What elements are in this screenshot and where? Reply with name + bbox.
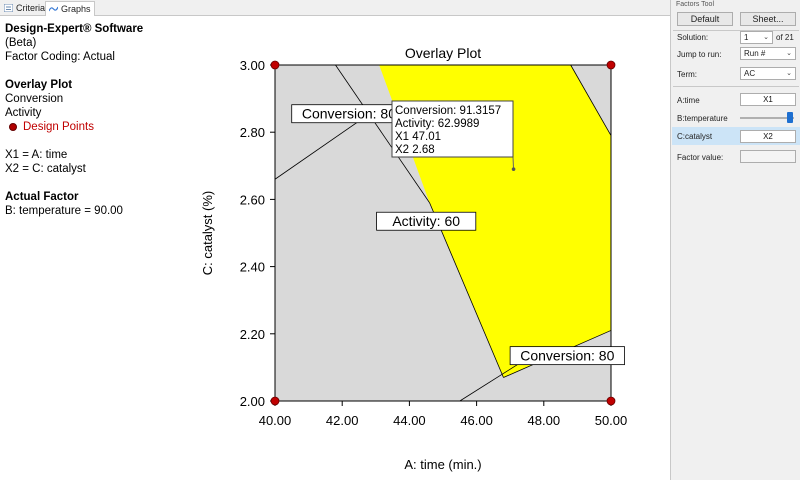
factor-value-label: Factor value: [677,153,724,162]
y-tick-label: 2.60 [240,192,265,207]
temperature-slider-thumb[interactable] [787,112,793,123]
contour-label: Conversion: 80 [302,106,396,122]
graph-info: Design-Expert® Software (Beta) Factor Co… [5,22,195,218]
contour-line [335,64,430,203]
design-points-label: Design Points [23,121,94,133]
response-activity: Activity [5,107,42,119]
contour-line [570,64,612,136]
temperature-slider-track[interactable] [740,117,794,119]
chevron-down-icon: ⌄ [786,70,792,77]
flag-line: Activity: 62.9989 [395,118,479,130]
chevron-down-icon: ⌄ [786,50,792,57]
factor-c-label: C:catalyst [677,132,713,141]
term-label: Term: [677,70,697,79]
factor-a-label: A:time [677,96,700,105]
factor-value-field[interactable] [740,150,796,163]
contour-line [429,202,504,378]
design-point [606,396,616,406]
factor-a-axis-button[interactable]: X1 [740,93,796,106]
factor-c-axis-button[interactable]: X2 [740,130,796,143]
actual-factor-heading: Actual Factor [5,191,79,203]
design-point [606,60,616,70]
plot-heading: Overlay Plot [5,79,73,91]
jump-to-run-value: Run # [744,49,766,58]
x1-definition: X1 = A: time [5,149,68,161]
default-button[interactable]: Default [677,12,733,26]
contour-lines [274,64,612,402]
axis-ticks: 40.00 42.00 44.00 46.00 48.00 50.00 2.00 2.20 2.… [240,58,628,428]
solution-select[interactable]: 1 ⌄ [740,31,773,44]
factors-tool-title: Factors Tool [676,1,714,8]
chevron-down-icon: ⌄ [763,34,769,41]
contour-label: Activity: 60 [392,213,460,229]
flag-line: X2 2.68 [395,144,435,156]
solution-label: Solution: [677,33,709,42]
contour-line [459,360,524,402]
solution-count: of 21 [776,33,794,42]
flag-line: X1 47.01 [395,131,441,143]
tab-graphs-label: Graphs [61,4,91,14]
x-tick-label: 46.00 [460,413,493,428]
design-point-icon [9,123,17,131]
term-value: AC [744,69,756,78]
software-name: Design-Expert® Software [5,23,144,35]
x-tick-label: 40.00 [259,413,292,428]
term-select[interactable]: AC ⌄ [740,67,796,80]
x-tick-label: 48.00 [528,413,561,428]
software-beta: (Beta) [5,37,37,49]
tab-criteria[interactable]: Criteria [1,1,46,15]
contour-label: Conversion: 80 [520,348,614,364]
jump-to-run-label: Jump to run: [677,50,722,59]
contour-label-box [376,211,477,231]
response-conversion: Conversion [5,93,64,105]
flag-point [511,167,516,171]
design-point [270,60,280,70]
x-tick-label: 42.00 [326,413,359,428]
chart-title: Overlay Plot [405,45,481,61]
sheet-button[interactable]: Sheet... [740,12,796,26]
tab-bar: Criteria Graphs [0,0,670,16]
flag-line: Conversion: 91.3157 [395,105,501,117]
criteria-icon [4,4,13,12]
overlay-plot[interactable]: 40.00 42.00 44.00 46.00 48.00 50.00 2.00 2.20 2.… [0,0,670,480]
y-tick-label: 2.00 [240,394,265,409]
factor-coding: Factor Coding: Actual [5,51,115,63]
graphs-icon [49,6,58,12]
actual-factor-value: B: temperature = 90.00 [5,205,123,217]
design-points [270,60,616,406]
contour-line [274,118,363,180]
y-tick-label: 2.40 [240,260,265,275]
jump-to-run-select[interactable]: Run # ⌄ [740,47,796,60]
factors-tool-panel: Factors Tool Default Sheet... Solution: … [670,0,800,480]
tab-graphs[interactable]: Graphs [45,1,95,16]
tab-criteria-label: Criteria [16,3,46,13]
y-tick-label: 2.80 [240,125,265,140]
x2-definition: X2 = C: catalyst [5,163,86,175]
plot-border [274,64,612,402]
x-tick-label: 44.00 [393,413,426,428]
x-axis-label: A: time (min.) [404,457,481,472]
design-point [270,396,280,406]
y-tick-label: 2.20 [240,327,265,342]
factor-b-label: B:temperature [677,114,728,123]
solution-value: 1 [744,33,749,42]
design-points-legend: Design Points [5,120,195,134]
y-tick-label: 3.00 [240,58,265,73]
y-axis-label: C: catalyst (%) [200,191,215,276]
contour-label-box [509,346,625,366]
x-tick-label: 50.00 [595,413,628,428]
flag-box-frame [391,100,514,158]
flag-pointer-line [512,156,515,170]
